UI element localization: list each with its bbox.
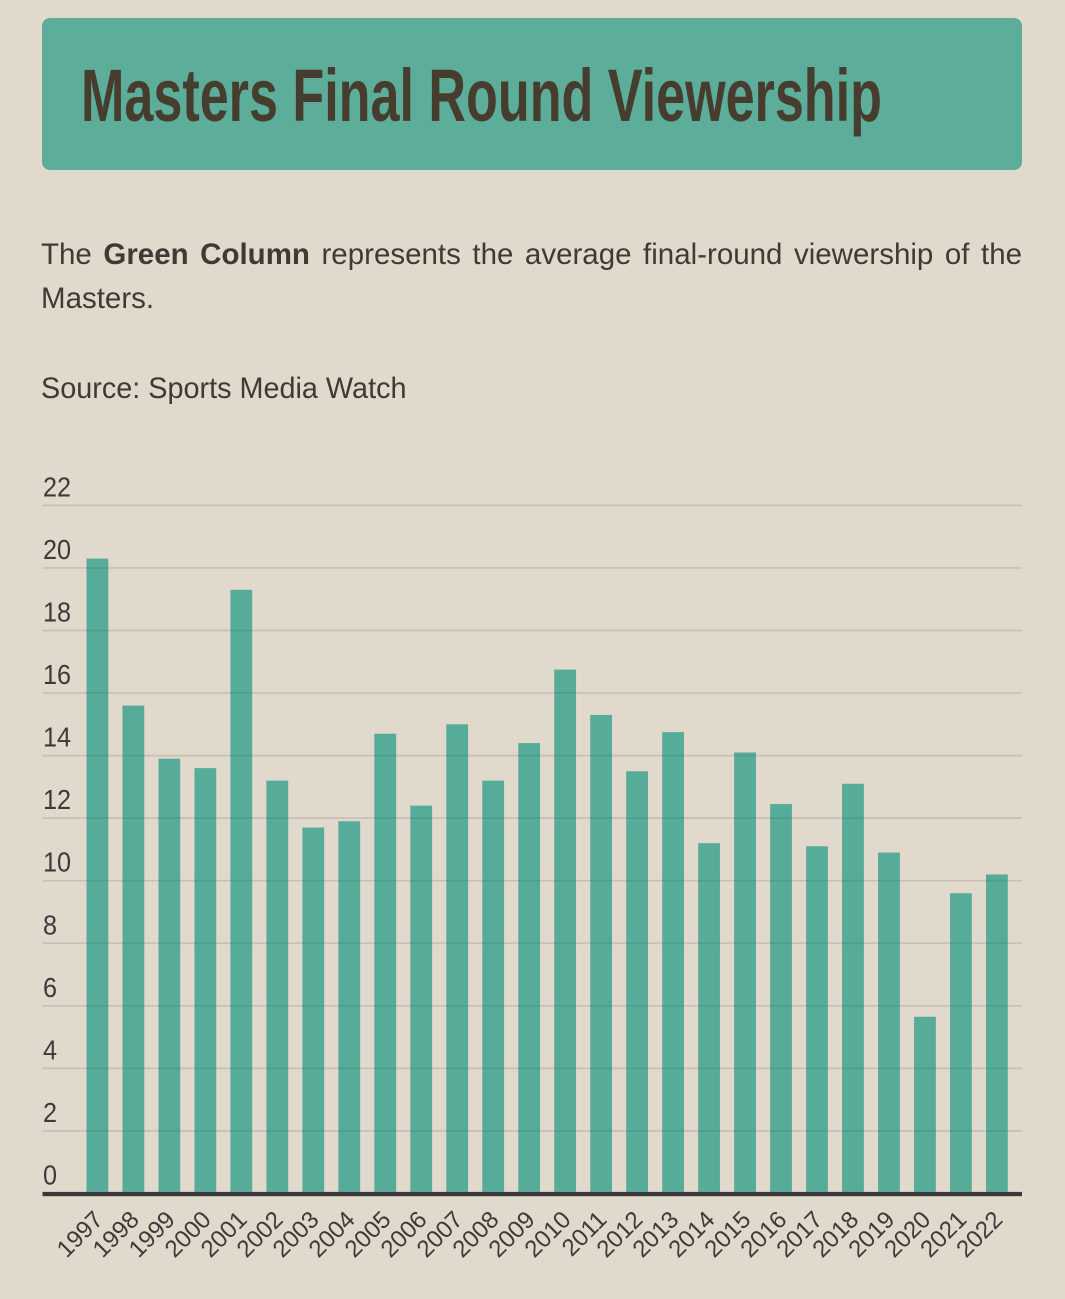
svg-text:20: 20	[43, 534, 71, 566]
svg-text:8: 8	[43, 909, 57, 941]
svg-text:12: 12	[43, 784, 71, 816]
svg-text:14: 14	[43, 721, 71, 753]
svg-text:4: 4	[43, 1034, 57, 1066]
svg-text:6: 6	[43, 972, 57, 1004]
svg-text:16: 16	[43, 659, 71, 691]
svg-text:18: 18	[43, 596, 71, 628]
svg-text:2: 2	[43, 1097, 57, 1129]
svg-text:22: 22	[43, 471, 71, 503]
svg-text:0: 0	[43, 1159, 57, 1191]
svg-text:10: 10	[43, 846, 71, 878]
